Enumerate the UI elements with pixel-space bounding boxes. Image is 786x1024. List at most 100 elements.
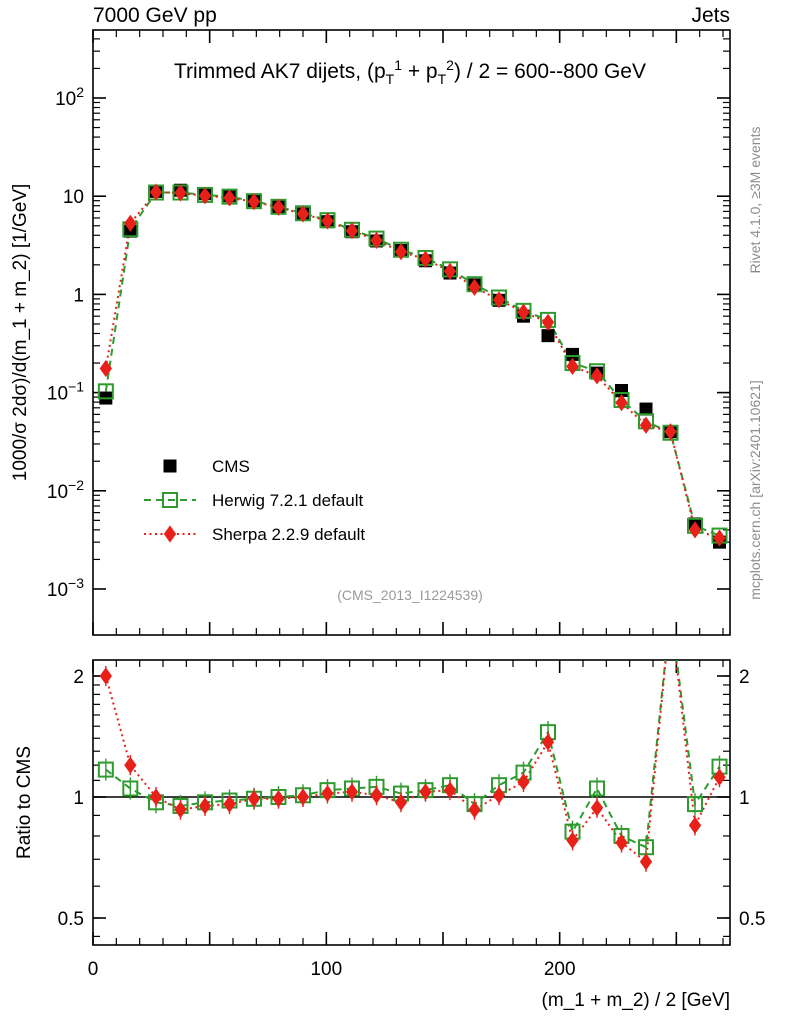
sherpa-data-marker	[590, 367, 604, 385]
main-y-tick-labels: 102 10 1 10−1 10−2 10−3	[47, 84, 84, 601]
sherpa-data-marker	[615, 394, 628, 412]
ratio-y-tick-label-left: 0.5	[58, 909, 84, 930]
ratio-y-axis-label: Ratio to CMS	[14, 746, 35, 859]
sherpa-data-marker	[443, 262, 457, 280]
sherpa-ratio-marker	[541, 733, 555, 751]
ratio-y-tick-label-left: 1	[73, 788, 84, 809]
sherpa-data-marker	[124, 214, 137, 232]
rivet-version-label: Rivet 4.1.0, ≥3M events	[747, 127, 763, 274]
sherpa-data-marker	[198, 187, 212, 205]
main-plot-title: Trimmed AK7 dijets, (pT1 + pT2) / 2 = 60…	[174, 57, 646, 87]
ratio-y-ticks	[93, 675, 730, 937]
main-y-tick-label: 10	[63, 187, 84, 208]
sherpa-main-line	[104, 191, 720, 540]
ratio-y-tick-label-right: 1	[739, 788, 750, 809]
main-y-tick-label: 102	[55, 84, 84, 110]
main-panel-data	[97, 183, 728, 549]
ratio-panel-data	[97, 660, 728, 872]
legend-marker-sherpa	[163, 525, 177, 543]
sherpa-ratio-marker	[713, 768, 726, 786]
main-y-tick-label: 10−2	[47, 477, 84, 503]
legend-label: Sherpa 2.2.9 default	[212, 525, 365, 544]
sherpa-data-marker	[468, 278, 481, 296]
main-y-tick-label: 10−1	[47, 379, 84, 405]
sherpa-ratio-marker	[198, 797, 212, 815]
sherpa-data-marker	[713, 529, 726, 547]
sherpa-ratio-marker	[590, 799, 604, 817]
sherpa-data-marker	[492, 291, 506, 309]
header-analysis-label: Jets	[691, 4, 730, 27]
sherpa-ratio-marker	[345, 783, 359, 801]
sherpa-ratio-marker	[99, 667, 112, 685]
ratio-y-tick-labels: 2 2 1 1 0.5 0.5	[58, 667, 766, 930]
sherpa-data-marker	[664, 423, 677, 441]
analysis-id-watermark: (CMS_2013_I1224539)	[337, 587, 483, 603]
header-beam-label: 7000 GeV pp	[93, 4, 217, 27]
herwig-main-line	[104, 191, 720, 537]
herwig-ratio-marker	[122, 780, 139, 797]
sherpa-data-marker	[688, 521, 702, 539]
legend-marker-herwig	[162, 492, 178, 508]
herwig-ratio-line	[105, 660, 721, 849]
sherpa-ratio-marker	[419, 783, 432, 801]
main-y-tick-label: 10−3	[47, 575, 84, 601]
ratio-y-tick-label-right: 0.5	[739, 909, 765, 930]
sherpa-ratio-marker	[492, 786, 506, 804]
ratio-y-tick-label-right: 2	[739, 667, 750, 688]
ratio-panel-frame	[92, 659, 731, 946]
x-tick-label: 0	[88, 959, 99, 980]
x-axis-label: (m_1 + m_2) / 2 [GeV]	[542, 990, 731, 1011]
sherpa-ratio-marker	[321, 784, 334, 803]
main-x-ticks	[92, 30, 724, 635]
sherpa-data-marker	[419, 250, 432, 268]
x-tick-label: 200	[544, 959, 576, 980]
sherpa-ratio-line	[104, 660, 721, 864]
legend-marker-cms	[163, 459, 177, 473]
sherpa-data-marker	[223, 189, 236, 207]
sherpa-ratio-marker	[688, 816, 702, 834]
main-y-ticks	[93, 38, 730, 590]
sherpa-ratio-marker	[272, 790, 285, 808]
sherpa-ratio-marker	[468, 801, 481, 819]
cms-data-marker	[541, 329, 555, 343]
main-panel-frame	[92, 29, 731, 636]
sherpa-data-marker	[541, 313, 555, 331]
cms-data-marker	[639, 402, 653, 416]
main-y-axis-label: 1000/σ 2dσ)/d(m_1 + m_2) [1/GeV]	[10, 184, 31, 482]
cms-data-marker	[566, 347, 579, 361]
sherpa-data-marker	[566, 357, 579, 375]
herwig-data-marker	[97, 383, 114, 400]
sherpa-ratio-marker	[566, 831, 579, 849]
sherpa-data-marker	[517, 303, 530, 321]
sherpa-data-marker	[174, 184, 187, 202]
sherpa-data-marker	[247, 193, 261, 211]
sherpa-ratio-marker	[394, 793, 408, 811]
herwig-ratio-marker	[687, 796, 703, 813]
sherpa-data-marker	[370, 231, 383, 249]
sherpa-data-marker	[321, 212, 334, 230]
sherpa-data-marker	[99, 359, 112, 378]
mcplots-source-label: mcplots.cern.ch [arXiv:2401.10621]	[747, 380, 763, 599]
sherpa-ratio-marker	[174, 801, 187, 819]
herwig-ratio-marker	[97, 761, 114, 778]
ratio-x-ticks	[92, 660, 724, 945]
legend-label: Herwig 7.2.1 default	[212, 491, 363, 510]
sherpa-data-marker	[296, 205, 310, 223]
sherpa-ratio-marker	[615, 834, 628, 852]
sherpa-data-marker	[394, 243, 408, 261]
panel-frames	[92, 29, 731, 946]
herwig-ratio-marker	[589, 780, 605, 797]
main-y-tick-label: 1	[73, 285, 84, 306]
sherpa-ratio-marker	[223, 795, 236, 813]
sherpa-ratio-marker	[517, 773, 530, 791]
sherpa-ratio-marker	[296, 788, 310, 806]
sherpa-data-marker	[149, 183, 163, 201]
legend: CMS Herwig 7.2.1 default Sherpa 2.2.9 defa…	[144, 457, 365, 544]
sherpa-ratio-marker	[443, 781, 457, 799]
sherpa-ratio-marker	[124, 756, 137, 774]
sherpa-data-marker	[272, 198, 285, 216]
sherpa-ratio-marker	[639, 853, 653, 871]
sherpa-ratio-marker	[149, 788, 163, 806]
